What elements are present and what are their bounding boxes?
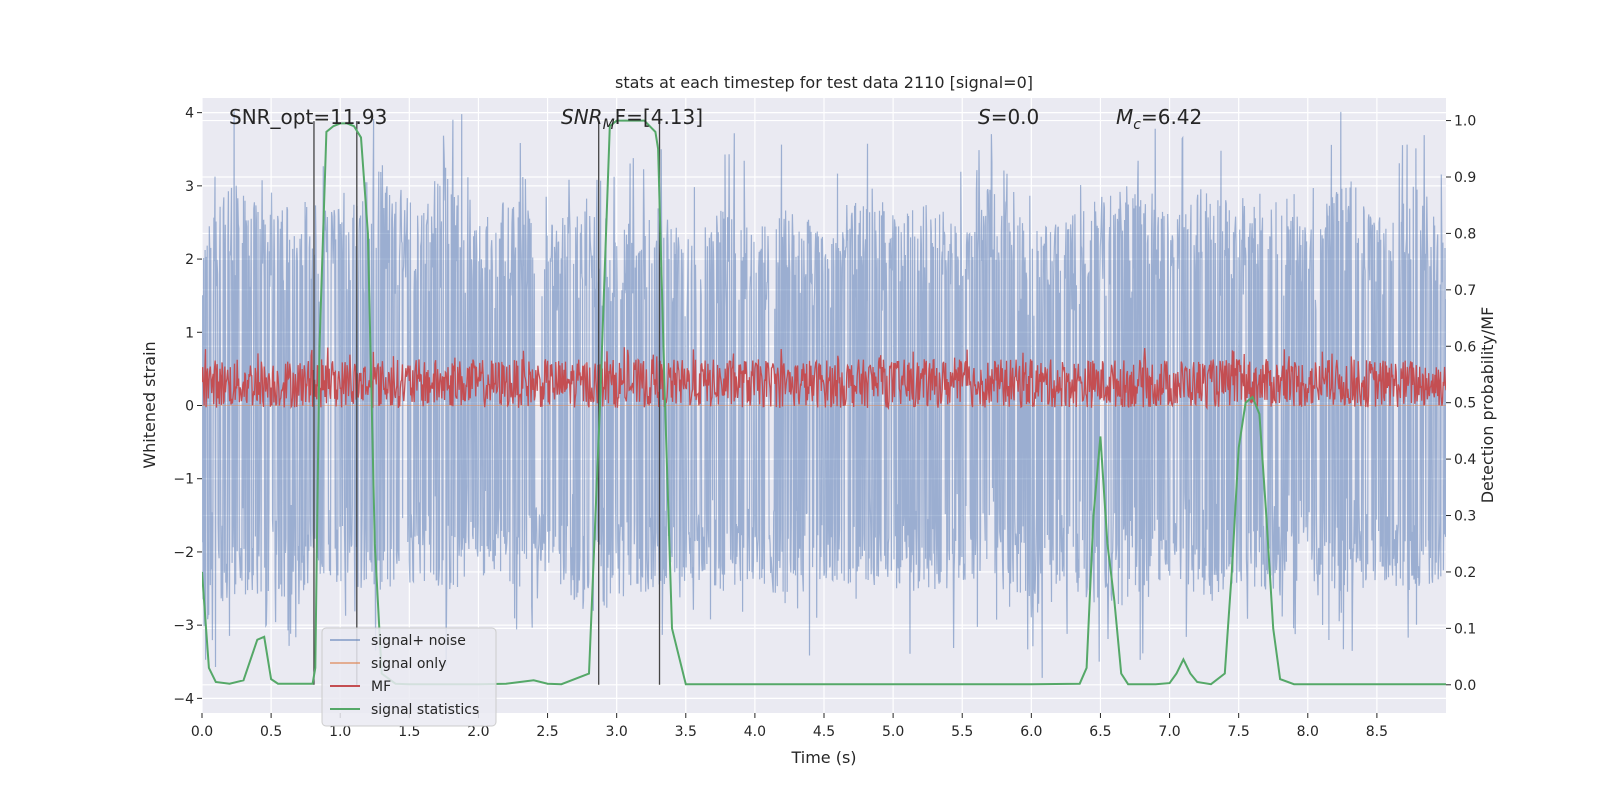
series-signal-statistics-line xyxy=(202,119,1446,686)
y-right-tick-label-8: 0.8 xyxy=(1454,226,1476,242)
series-mf-line xyxy=(202,347,1446,411)
legend-label-mf: MF xyxy=(371,679,391,695)
annotation-s-rest: =0.0 xyxy=(991,105,1040,129)
x-tick-label-1: 0.5 xyxy=(260,724,282,740)
y-right-tick-label-5: 0.5 xyxy=(1454,396,1476,412)
y-right-axis-label: Detection probability/MF xyxy=(1478,307,1497,504)
legend-box xyxy=(321,627,497,727)
legend-label-signal-only: signal only xyxy=(371,656,446,672)
x-tick-label-14: 7.0 xyxy=(1158,724,1180,740)
y-left-tick-label-0: −4 xyxy=(173,691,194,707)
signal-statistics-layer xyxy=(202,119,1446,686)
x-tick-label-16: 8.0 xyxy=(1297,724,1319,740)
y-left-tick-label-1: −3 xyxy=(173,618,194,634)
mf-layer xyxy=(202,347,1446,411)
y-right-tick-label-3: 0.3 xyxy=(1454,509,1476,525)
x-tick-label-0: 0.0 xyxy=(191,724,213,740)
annotation-snr-mf-sub: M xyxy=(603,117,615,133)
x-tick-label-11: 5.5 xyxy=(951,724,973,740)
x-tick-label-10: 5.0 xyxy=(882,724,904,740)
y-right-tick-label-7: 0.7 xyxy=(1454,283,1476,299)
y-right-tick-label-9: 0.9 xyxy=(1454,170,1476,186)
y-left-tick-label-6: 2 xyxy=(185,252,194,268)
x-tick-label-15: 7.5 xyxy=(1228,724,1250,740)
x-tick-label-3: 1.5 xyxy=(398,724,420,740)
x-tick-label-6: 3.0 xyxy=(606,724,628,740)
y-right-tick-label-4: 0.4 xyxy=(1454,452,1476,468)
x-tick-label-5: 2.5 xyxy=(536,724,558,740)
legend: signal+ noise signal only MF signal stat… xyxy=(321,627,497,727)
annotation-snr-mf-main: SNR xyxy=(561,105,603,129)
signal-noise-layer xyxy=(202,111,1446,678)
annotation-snr-mf-rest: F=[4.13] xyxy=(615,105,703,129)
y-left-tick-label-7: 3 xyxy=(185,179,194,195)
y-right-tick-label-2: 0.2 xyxy=(1454,565,1476,581)
y-left-tick-label-3: −1 xyxy=(173,472,194,488)
annotation-mc-sub: c xyxy=(1133,117,1141,133)
annotation-s-main: S xyxy=(978,105,991,129)
chart-title: stats at each timestep for test data 211… xyxy=(615,73,1033,92)
y-right-tick-label-10: 1.0 xyxy=(1454,114,1476,130)
y-right-tick-label-6: 0.6 xyxy=(1454,339,1476,355)
y-right-tick-label-0: 0.0 xyxy=(1454,678,1476,694)
legend-label-signal-noise: signal+ noise xyxy=(371,633,466,649)
x-tick-label-8: 4.0 xyxy=(744,724,766,740)
y-left-tick-label-5: 1 xyxy=(185,325,194,341)
x-tick-label-12: 6.0 xyxy=(1020,724,1042,740)
series-signal-noise-line xyxy=(202,111,1446,678)
annotation-snr-mf: SNRMF=[4.13] xyxy=(561,105,703,133)
x-tick-label-2: 1.0 xyxy=(329,724,351,740)
x-axis-label: Time (s) xyxy=(790,748,856,767)
y-left-tick-label-4: 0 xyxy=(185,399,194,415)
legend-label-signal-statistics: signal statistics xyxy=(371,702,479,718)
y-right-ticks: 0.0 0.1 0.2 0.3 0.4 0.5 0.6 0.7 0.8 0.9 1.0 xyxy=(1446,114,1476,694)
x-tick-label-4: 2.0 xyxy=(467,724,489,740)
annotation-mc-rest: =6.42 xyxy=(1141,105,1202,129)
x-tick-label-7: 3.5 xyxy=(675,724,697,740)
y-right-tick-label-1: 0.1 xyxy=(1454,621,1476,637)
vertical-lines-layer xyxy=(313,121,661,685)
y-left-tick-label-2: −2 xyxy=(173,545,194,561)
x-ticks: 0.0 0.5 1.0 1.5 2.0 2.5 3.0 3.5 4.0 4.5 5.0 5.5 6.0 6… xyxy=(191,713,1388,740)
annotation-s: S=0.0 xyxy=(978,105,1039,129)
y-left-ticks: −4 −3 −2 −1 0 1 2 3 4 xyxy=(173,106,202,707)
annotation-mc-main: M xyxy=(1116,105,1133,129)
y-left-tick-label-8: 4 xyxy=(185,106,194,122)
annotation-snr-opt: SNR_opt=11.93 xyxy=(229,105,387,129)
x-tick-label-13: 6.5 xyxy=(1089,724,1111,740)
x-tick-label-17: 8.5 xyxy=(1366,724,1388,740)
x-tick-label-9: 4.5 xyxy=(813,724,835,740)
y-left-axis-label: Whitened strain xyxy=(140,341,159,468)
annotation-mc: Mc=6.42 xyxy=(1116,105,1202,133)
